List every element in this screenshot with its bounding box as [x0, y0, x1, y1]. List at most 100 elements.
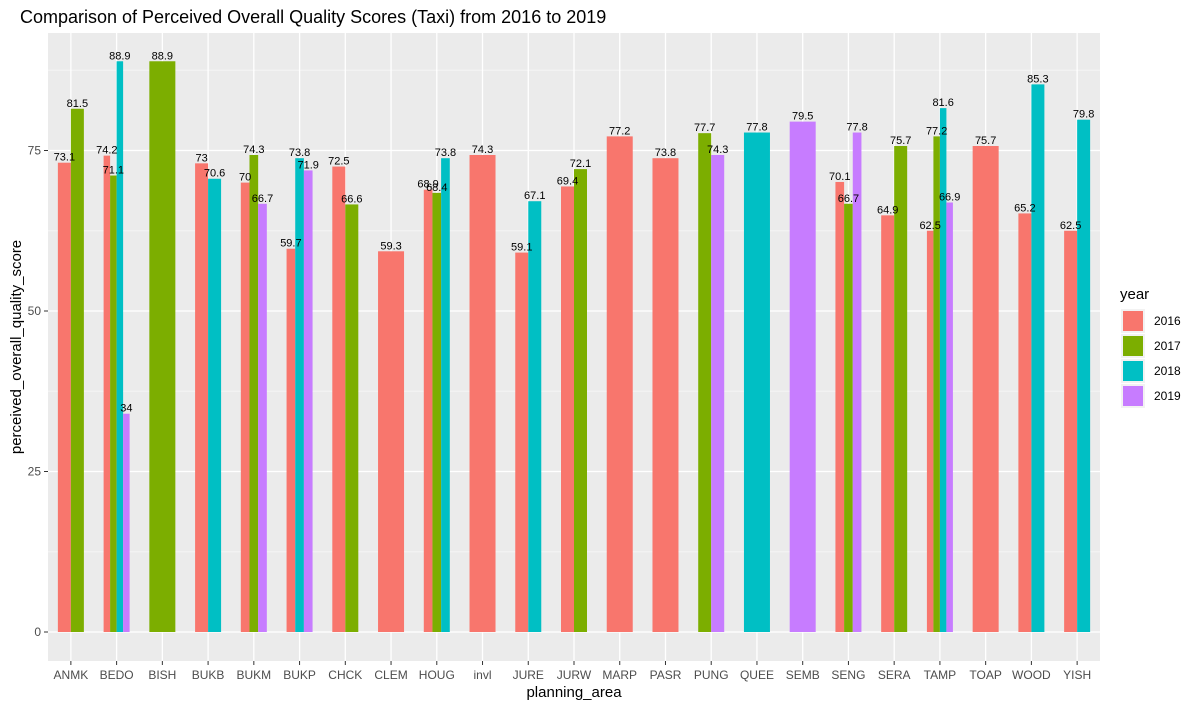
y-axis-title: perceived_overall_quality_score [8, 240, 25, 454]
data-label-TOAP-2016: 75.7 [975, 135, 996, 147]
bar-BUKP-2018 [295, 158, 304, 633]
data-label-TAMP-2017: 77.2 [926, 125, 947, 137]
bar-JURE-2018 [528, 201, 542, 632]
data-label-SERA-2017: 75.7 [890, 135, 911, 147]
legend-swatch-2016 [1123, 311, 1143, 331]
y-tick-label: 0 [34, 625, 41, 639]
data-label-SERA-2016: 64.9 [877, 204, 898, 216]
bar-SERA-2016 [881, 215, 895, 633]
data-label-SENG-2017: 66.7 [838, 193, 859, 205]
legend-label-2017: 2017 [1154, 339, 1181, 353]
bar-ANMK-2017 [70, 108, 84, 632]
x-tick-label: JURW [557, 668, 592, 682]
data-label-PUNG-2017: 77.7 [694, 122, 715, 134]
data-label-PASR-2016: 73.8 [655, 147, 676, 159]
bar-BUKM-2019 [258, 203, 267, 632]
x-tick-label: MARP [602, 668, 637, 682]
x-tick-label: ANMK [54, 668, 89, 682]
data-label-BEDO-2018: 88.9 [109, 50, 130, 62]
data-label-TAMP-2018: 81.6 [932, 97, 953, 109]
data-label-BUKB-2018: 70.6 [204, 168, 225, 180]
data-label-invl-2016: 74.3 [472, 144, 493, 156]
bar-CHCK-2017 [345, 204, 359, 633]
x-tick-label: invl [474, 668, 492, 682]
data-label-YISH-2018: 79.8 [1073, 109, 1094, 121]
bar-SENG-2016 [835, 181, 845, 632]
data-label-JURE-2018: 67.1 [524, 190, 545, 202]
legend-swatch-2018 [1123, 361, 1143, 381]
data-label-SEMB-2019: 79.5 [792, 111, 813, 123]
legend: year 2016 2017 2018 2019 [1120, 286, 1181, 408]
bar-TOAP-2016 [972, 146, 999, 633]
bar-JURW-2016 [561, 186, 574, 632]
data-label-BUKM-2019: 66.7 [252, 193, 273, 205]
bar-PUNG-2017 [698, 133, 712, 632]
data-label-JURW-2016: 69.4 [557, 175, 578, 187]
bar-TAMP-2018 [939, 108, 947, 633]
bar-BEDO-2016 [103, 155, 111, 633]
bar-HOUG-2018 [441, 158, 450, 633]
data-label-HOUG-2017: 68.4 [426, 182, 447, 194]
bar-TAMP-2017 [933, 136, 940, 632]
bar-invl-2016 [469, 154, 496, 632]
data-label-CHCK-2016: 72.5 [328, 156, 349, 168]
y-tick-label: 50 [28, 304, 42, 318]
data-label-JURE-2016: 59.1 [511, 242, 532, 254]
bar-ANMK-2016 [57, 162, 71, 632]
bar-PUNG-2019 [711, 154, 725, 632]
bar-WOOD-2018 [1031, 84, 1045, 632]
x-tick-label: TOAP [969, 668, 1001, 682]
x-axis: ANMK BEDO BISH BUKB BUKM BUKP CHCK CLEM HOUG invl… [54, 661, 1091, 682]
y-tick-label: 25 [28, 465, 42, 479]
bar-SERA-2017 [894, 146, 908, 633]
data-label-ANMK-2017: 81.5 [67, 98, 88, 110]
bar-MARP-2016 [606, 136, 633, 632]
x-tick-label: BISH [148, 668, 176, 682]
x-tick-label: CHCK [328, 668, 362, 682]
data-label-WOOD-2018: 85.3 [1027, 73, 1048, 85]
x-tick-label: WOOD [1012, 668, 1051, 682]
data-label-BEDO-2017: 71.1 [103, 165, 124, 177]
x-tick-label: YISH [1063, 668, 1091, 682]
data-label-BEDO-2016: 74.2 [96, 145, 117, 157]
legend-swatch-2017 [1123, 336, 1143, 356]
data-label-BUKP-2018: 73.8 [289, 147, 310, 159]
x-tick-label: PUNG [694, 668, 729, 682]
bars-layer [57, 61, 1091, 633]
bar-BEDO-2017 [110, 175, 117, 632]
x-tick-label: SENG [831, 668, 865, 682]
data-label-BUKM-2016: 70 [239, 172, 251, 184]
bar-TAMP-2019 [946, 202, 953, 632]
bar-BUKP-2016 [286, 248, 296, 632]
data-label-QUEE-2018: 77.8 [746, 122, 767, 134]
bar-BEDO-2019 [123, 413, 130, 632]
x-tick-label: BUKB [192, 668, 225, 682]
y-axis: 0 25 50 75 [28, 144, 48, 639]
data-label-BISH-2017: 88.9 [152, 50, 173, 62]
bar-SEMB-2019 [789, 121, 816, 633]
legend-title: year [1120, 286, 1149, 303]
bar-BUKB-2016 [195, 163, 209, 632]
x-tick-label: QUEE [740, 668, 774, 682]
bar-QUEE-2018 [743, 132, 770, 633]
legend-label-2018: 2018 [1154, 364, 1181, 378]
data-label-MARP-2016: 77.2 [609, 125, 630, 137]
data-label-ANMK-2016: 73.1 [54, 152, 75, 164]
bar-CLEM-2016 [378, 251, 405, 632]
bar-BEDO-2018 [116, 61, 124, 632]
data-label-PUNG-2019: 74.3 [707, 144, 728, 156]
data-label-CHCK-2017: 66.6 [341, 193, 362, 205]
bar-BUKM-2016 [240, 182, 250, 632]
bar-HOUG-2017 [432, 192, 442, 632]
bar-YISH-2016 [1064, 230, 1078, 632]
data-label-TAMP-2016: 62.5 [919, 220, 940, 232]
x-tick-label: JURE [513, 668, 544, 682]
bar-BUKB-2018 [208, 178, 222, 633]
data-label-BEDO-2019: 34 [120, 403, 132, 415]
chart-title: Comparison of Perceived Overall Quality … [20, 7, 606, 27]
x-tick-label: CLEM [374, 668, 407, 682]
bar-BUKP-2019 [303, 170, 313, 633]
data-label-BUKB-2016: 73 [195, 152, 207, 164]
bar-PASR-2016 [652, 158, 679, 633]
bar-JURE-2016 [515, 252, 529, 632]
